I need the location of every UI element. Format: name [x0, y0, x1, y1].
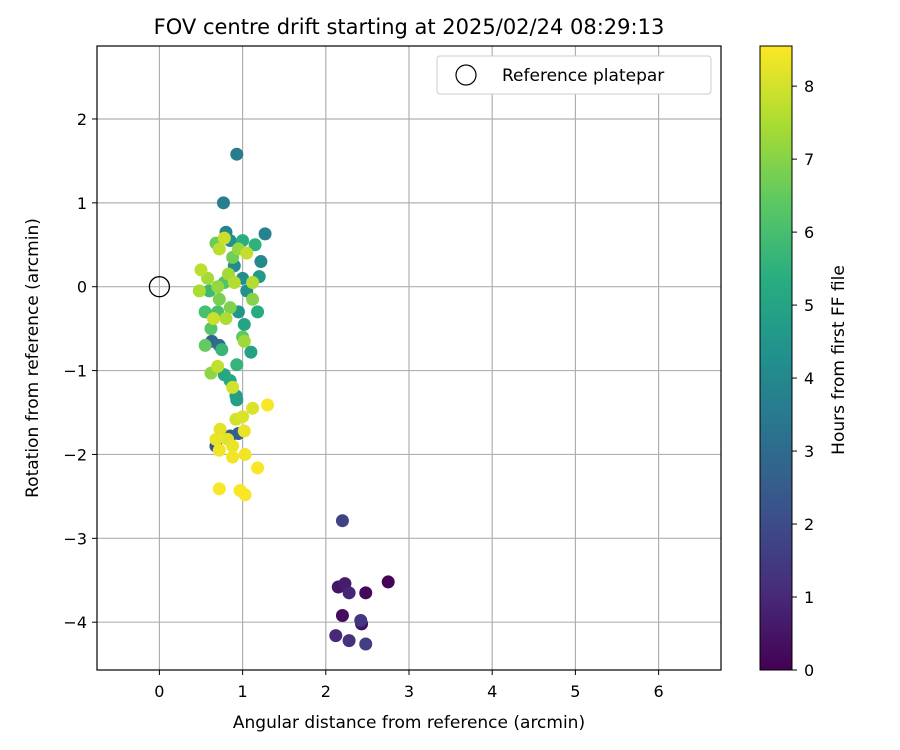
data-point: [212, 443, 226, 457]
colorbar-tick-label: 8: [804, 77, 814, 96]
y-tick-label: 0: [77, 278, 87, 297]
colorbar-tick-label: 5: [804, 296, 814, 315]
colorbar-tick-label: 4: [804, 369, 814, 388]
x-tick-label: 1: [238, 682, 248, 701]
data-point: [213, 422, 227, 436]
x-tick-label: 0: [154, 682, 164, 701]
x-tick-label: 6: [654, 682, 664, 701]
data-point: [212, 482, 226, 496]
colorbar-tick-label: 3: [804, 442, 814, 461]
data-point: [223, 301, 237, 315]
data-point: [192, 284, 206, 298]
colorbar-tick-label: 6: [804, 223, 814, 242]
data-point: [261, 398, 275, 412]
data-point: [238, 488, 252, 502]
y-axis-ticks: −4 −3 −2 −1 0 1 2: [63, 110, 97, 632]
data-point: [251, 461, 265, 475]
data-point: [206, 312, 220, 326]
data-point: [194, 263, 208, 277]
data-point: [342, 634, 356, 648]
data-point: [251, 305, 265, 319]
data-point: [335, 608, 349, 622]
data-point: [237, 317, 251, 331]
data-point: [212, 292, 226, 306]
y-tick-label: −2: [63, 445, 87, 464]
data-points: [192, 147, 395, 651]
chart-title: FOV centre drift starting at 2025/02/24 …: [154, 15, 665, 39]
data-point: [238, 447, 252, 461]
data-point: [254, 255, 268, 269]
y-tick-label: −3: [63, 529, 87, 548]
data-point: [246, 292, 260, 306]
legend-marker: [455, 64, 477, 86]
colorbar: [759, 45, 793, 671]
y-tick-label: −4: [63, 613, 87, 632]
data-point: [211, 359, 225, 373]
data-point: [226, 380, 240, 394]
data-point: [204, 322, 218, 336]
data-point: [217, 231, 231, 245]
data-point: [359, 586, 373, 600]
data-point: [237, 424, 251, 438]
colorbar-tick-label: 7: [804, 150, 814, 169]
data-point: [248, 238, 262, 252]
data-point: [227, 276, 241, 290]
data-point: [240, 246, 254, 260]
reference-point: [148, 276, 171, 298]
y-axis-label: Rotation from reference (arcmin): [23, 218, 43, 498]
data-point: [211, 280, 225, 294]
data-point: [216, 196, 230, 210]
colorbar-ticks: 0 1 2 3 4 5 6 7 8: [792, 77, 814, 680]
x-axis-ticks: 0 1 2 3 4 5 6: [154, 670, 664, 701]
data-point: [215, 343, 229, 357]
legend: Reference platepar: [436, 55, 712, 95]
colorbar-tick-label: 1: [804, 588, 814, 607]
legend-box: [436, 55, 712, 95]
data-point: [226, 439, 240, 453]
data-point: [354, 614, 368, 628]
x-tick-label: 5: [570, 682, 580, 701]
x-tick-label: 3: [404, 682, 414, 701]
data-point: [246, 276, 260, 290]
data-point: [236, 410, 250, 424]
data-point: [342, 586, 356, 600]
data-point: [244, 345, 258, 359]
colorbar-tick-label: 2: [804, 515, 814, 534]
data-point: [335, 514, 349, 528]
data-point: [230, 358, 244, 372]
reference-marker: [148, 276, 171, 298]
grid-lines: [97, 46, 721, 670]
data-point: [230, 393, 244, 407]
y-tick-label: −1: [63, 362, 87, 381]
data-point: [329, 629, 343, 643]
data-point: [246, 401, 260, 415]
x-tick-label: 4: [487, 682, 497, 701]
data-point: [359, 637, 373, 651]
data-point: [212, 242, 226, 256]
data-point: [219, 312, 233, 326]
data-point: [381, 575, 395, 589]
data-point: [198, 338, 212, 352]
y-tick-label: 2: [77, 110, 87, 129]
colorbar-tick-label: 0: [804, 661, 814, 680]
data-point: [209, 432, 223, 446]
colorbar-label: Hours from first FF file: [829, 265, 849, 455]
data-point: [230, 147, 244, 161]
legend-label: Reference platepar: [502, 66, 664, 86]
data-point: [226, 450, 240, 464]
data-point: [237, 334, 251, 348]
data-point: [258, 227, 272, 241]
x-axis-label: Angular distance from reference (arcmin): [233, 713, 585, 733]
x-tick-label: 2: [321, 682, 331, 701]
y-tick-label: 1: [77, 194, 87, 213]
